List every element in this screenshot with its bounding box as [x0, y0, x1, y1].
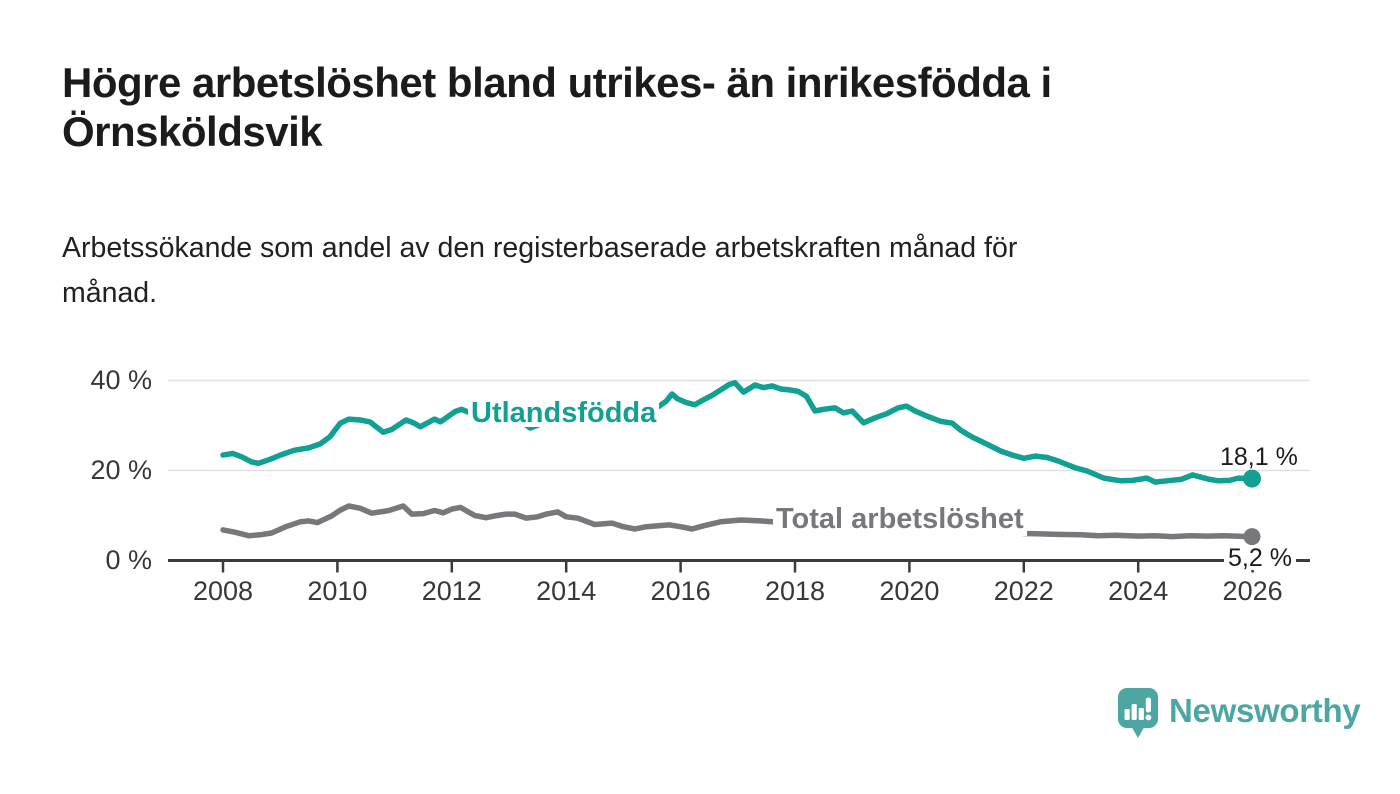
x-axis-tick-label: 2012 — [421, 576, 482, 606]
series-label-total-arbetsloshet: Total arbetslöshet — [773, 503, 1027, 536]
series-line-total-arbetsloshet — [220, 503, 1251, 540]
x-axis-tick-label: 2020 — [879, 576, 940, 606]
series-end-dot — [1243, 469, 1261, 488]
x-axis-tick-label: 2018 — [764, 576, 826, 606]
end-value-label-utlandsfodda: 18,1 % — [1220, 443, 1298, 471]
x-axis-tick-label: 2024 — [1108, 576, 1169, 606]
x-axis-tick-label: 2014 — [536, 576, 597, 606]
chart-title: Högre arbetslöshet bland utrikes- än inr… — [62, 58, 1262, 156]
x-axis-tick-label: 2010 — [307, 576, 368, 606]
chart-title-line2: Örnsköldsvik — [62, 108, 323, 155]
x-axis-tick-label: 2022 — [993, 576, 1054, 606]
x-axis-tick-label: 2026 — [1222, 576, 1283, 606]
end-value-label-total-arbetsloshet: 5,2 % — [1224, 546, 1296, 571]
newsworthy-logo-text: Newsworthy — [1169, 692, 1361, 729]
chart-title-line1: Högre arbetslöshet bland utrikes- än inr… — [62, 59, 1052, 106]
y-axis-tick-label: 40 % — [90, 365, 152, 395]
x-axis-tick-label: 2008 — [192, 576, 254, 606]
chart-subtitle-line2: månad. — [62, 277, 158, 309]
chart-subtitle: Arbetssökande som andel av den registerb… — [62, 226, 1302, 316]
series-line-utlandsfodda — [220, 379, 1251, 485]
x-axis-tick-label: 2016 — [650, 576, 711, 606]
y-axis-tick-label: 20 % — [90, 455, 152, 485]
chart-subtitle-line1: Arbetssökande som andel av den registerb… — [62, 232, 1018, 264]
newsworthy-logo: Newsworthy — [1118, 688, 1361, 740]
speech-bubble-bar-chart-icon — [1118, 688, 1158, 738]
series-label-utlandsfodda: Utlandsfödda — [468, 399, 660, 428]
y-axis-tick-label: 0 % — [105, 545, 152, 575]
series-end-dot — [1243, 528, 1261, 546]
